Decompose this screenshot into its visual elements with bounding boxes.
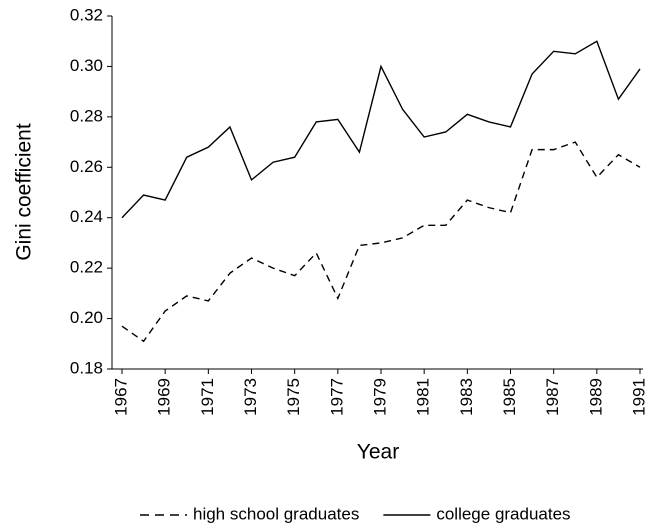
y-tick-label: 0.20 xyxy=(70,308,103,327)
x-axis-title: Year xyxy=(357,441,399,464)
y-tick-label: 0.18 xyxy=(70,358,103,377)
x-tick-label: 1985 xyxy=(500,378,519,416)
x-tick-label: 1983 xyxy=(457,378,476,416)
y-tick-label: 0.32 xyxy=(70,5,103,24)
x-tick-label: 1979 xyxy=(370,378,389,416)
legend-label: high school graduates xyxy=(193,504,359,523)
y-tick-label: 0.24 xyxy=(70,207,103,226)
x-tick-label: 1969 xyxy=(155,378,174,416)
x-tick-label: 1991 xyxy=(629,378,645,416)
x-tick-label: 1975 xyxy=(284,378,303,416)
x-tick-label: 1977 xyxy=(327,378,346,416)
x-tick-label: 1989 xyxy=(586,378,605,416)
x-tick-label: 1967 xyxy=(111,378,130,416)
y-axis-title: Gini coefficient xyxy=(13,123,36,261)
x-tick-label: 1981 xyxy=(414,378,433,416)
series-line xyxy=(121,141,641,343)
x-tick-label: 1971 xyxy=(198,378,217,416)
x-tick-label: 1987 xyxy=(543,378,562,416)
y-tick-label: 0.28 xyxy=(70,106,103,125)
x-tick-label: 1973 xyxy=(241,378,260,416)
y-tick-label: 0.26 xyxy=(70,157,103,176)
y-tick-label: 0.30 xyxy=(70,56,103,75)
legend-label: college graduates xyxy=(436,504,570,523)
series-line xyxy=(121,40,641,219)
y-tick-label: 0.22 xyxy=(70,258,103,277)
